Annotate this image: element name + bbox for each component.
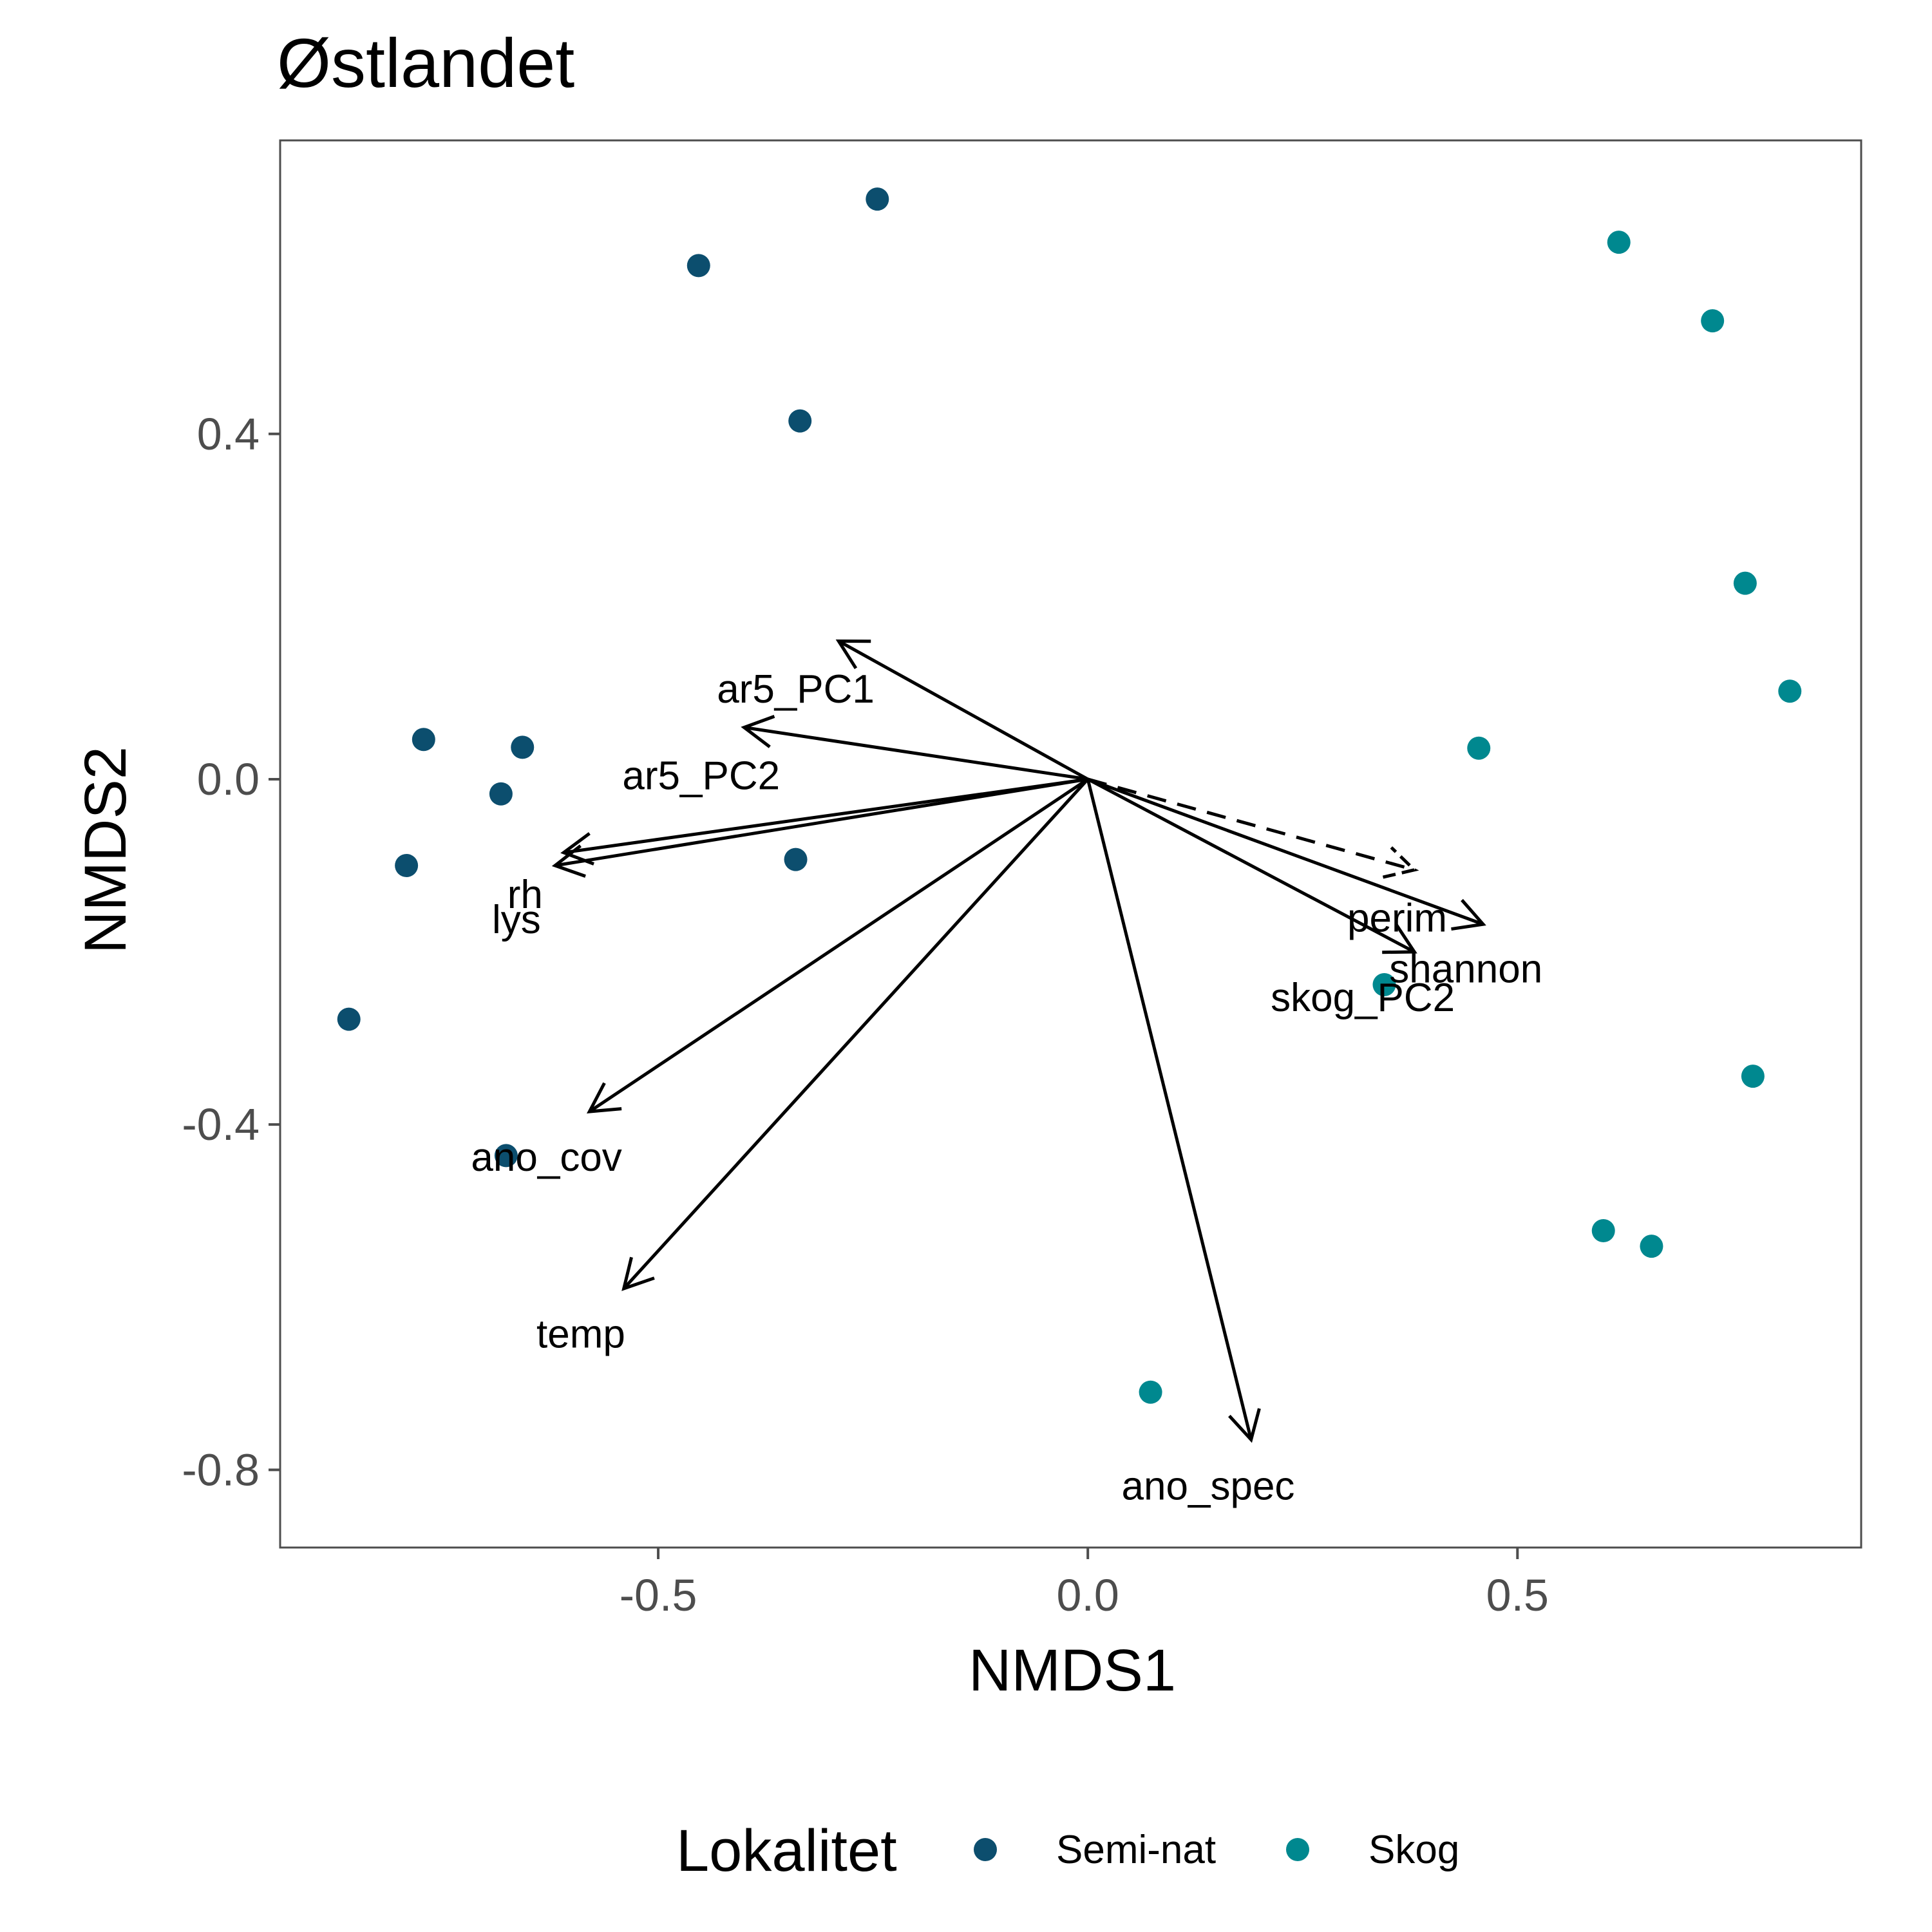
vector-ar5-pc2: ar5_PC2 (622, 715, 1088, 798)
vector-shannon: shannon (1087, 777, 1542, 992)
point-skog (1139, 1380, 1162, 1404)
vector-label-perim: perim (1347, 896, 1447, 940)
vector-shaft (1087, 777, 1416, 954)
vector-label-ano-spec: ano_spec (1122, 1464, 1295, 1508)
point-semi-nat (395, 854, 419, 878)
point-semi-nat (784, 848, 808, 871)
point-semi-nat (511, 735, 535, 759)
vector-label-ano-cov: ano_cov (471, 1135, 621, 1180)
point-skog (1733, 571, 1757, 595)
legend-label-semi-nat: Semi-nat (1056, 1828, 1216, 1872)
x-tick-label: 0.0 (1057, 1570, 1119, 1620)
vector-arrowhead (551, 844, 586, 878)
legend-title: Lokalitet (676, 1818, 897, 1884)
point-skog (1640, 1235, 1663, 1258)
vector-shaft (554, 777, 1088, 867)
vector-label-ar5-pc2: ar5_PC2 (622, 753, 780, 798)
chart-title: Østlandet (277, 24, 574, 102)
vector-arrowhead (586, 1082, 622, 1113)
vector-label-skog-pc2: skog_PC2 (1271, 976, 1455, 1020)
point-semi-nat (412, 728, 435, 752)
vector-temp: temp (536, 778, 1090, 1357)
vector-shaft (622, 778, 1090, 1290)
vector-shaft (1086, 779, 1253, 1441)
legend-marker-skog (1286, 1838, 1309, 1861)
vector-arrowhead (621, 1256, 655, 1291)
point-skog (1741, 1065, 1765, 1088)
vector-shaft (588, 777, 1089, 1113)
legend: Lokalitet Semi-nat Skog (676, 1818, 1459, 1884)
panel-border (279, 139, 1862, 1549)
vector-ar5-pc1: ar5_PC1 (717, 639, 1089, 781)
vector-perim: perim (1087, 777, 1486, 940)
vector-shaft (744, 726, 1088, 781)
vector-label-shannon: shannon (1389, 947, 1542, 992)
vector-label-lys: lys (492, 898, 541, 942)
y-tick-label: 0.4 (197, 409, 260, 459)
vector-arrowhead (741, 715, 775, 748)
legend-marker-semi-nat (974, 1838, 997, 1861)
point-skog (1607, 231, 1631, 254)
vector-arrowhead (1382, 846, 1418, 879)
vector-label-rh: rh (507, 873, 543, 917)
point-skog (1591, 1219, 1615, 1243)
axes: -0.5 0.0 0.5 -0.8 -0.4 0.0 0.4 (182, 139, 1862, 1620)
vector-arrowhead (1228, 1408, 1261, 1443)
point-skog (1372, 973, 1396, 996)
point-skog (1467, 736, 1491, 760)
x-tick-label: -0.5 (620, 1570, 697, 1620)
x-tick-label: 0.5 (1486, 1570, 1549, 1620)
vector-shaft (838, 639, 1089, 781)
point-semi-nat (489, 782, 513, 806)
vector-shaft (1087, 777, 1484, 926)
y-tick-label: -0.8 (182, 1444, 260, 1495)
vector-lys: lys (492, 777, 1088, 942)
vector-shaft (1087, 777, 1415, 872)
vector-arrowhead (835, 639, 871, 670)
point-semi-nat (494, 1144, 518, 1168)
y-tick-label: 0.0 (197, 754, 260, 804)
y-axis-title: NMDS2 (73, 746, 138, 954)
x-axis-title: NMDS1 (969, 1638, 1176, 1703)
vector-ano-cov: ano_cov (471, 777, 1089, 1180)
vector-shaft (563, 777, 1088, 855)
point-skog (1701, 309, 1725, 333)
vector-arrowhead (1451, 898, 1486, 931)
vector-arrowhead (1382, 923, 1417, 954)
y-tick-label: -0.4 (182, 1099, 260, 1150)
vector-label-ar5-pc1: ar5_PC1 (717, 667, 875, 712)
point-skog (1778, 679, 1802, 703)
vector-ano-spec: ano_spec (1086, 779, 1295, 1508)
point-semi-nat (687, 254, 710, 278)
vector-label-temp: temp (536, 1312, 625, 1357)
legend-label-skog: Skog (1368, 1828, 1459, 1872)
point-semi-nat (788, 409, 812, 433)
point-semi-nat (337, 1007, 361, 1031)
point-semi-nat (866, 187, 889, 211)
vector-skog-pc2: skog_PC2 (1087, 777, 1455, 1020)
